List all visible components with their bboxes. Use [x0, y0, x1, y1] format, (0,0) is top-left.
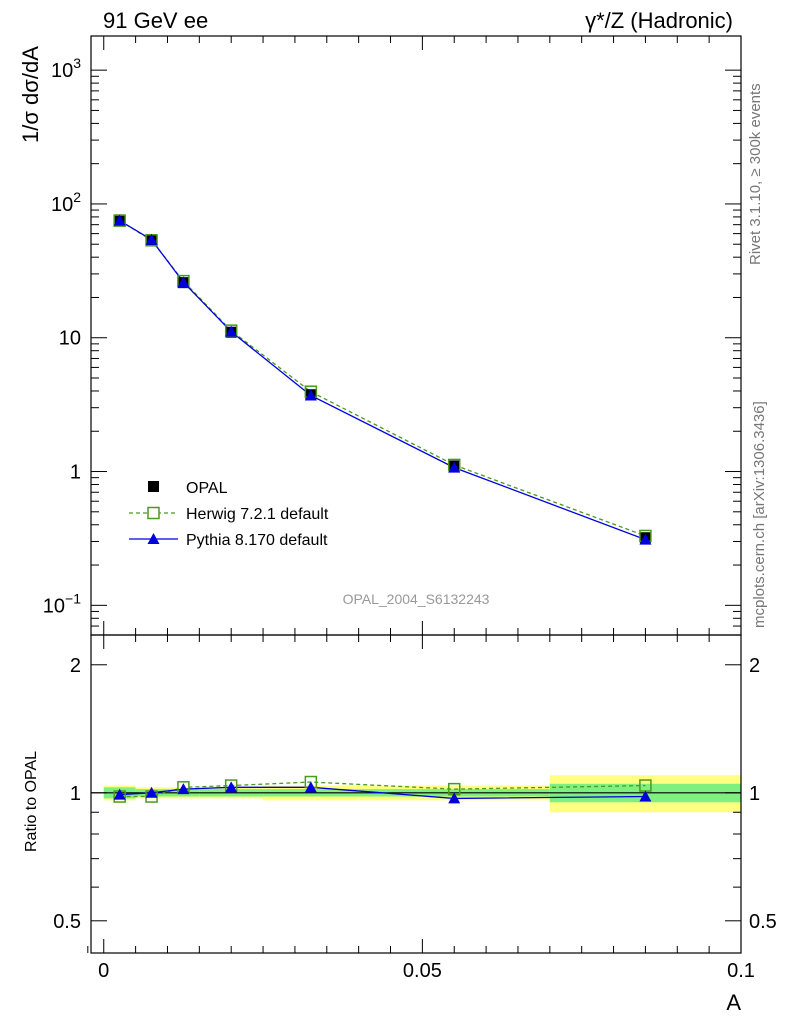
ratio-pythia-point — [639, 790, 652, 802]
tick-labels: 10−1 1 10 102 103 0.5 0.5 1 1 2 2 0 0.05 0.1 — [43, 55, 777, 982]
legend-herwig-marker — [147, 506, 160, 520]
pythia-point — [448, 461, 461, 473]
ratio-pythia-point — [145, 786, 158, 798]
ratio-pythia-point — [225, 781, 238, 793]
ratio-pythia-point — [177, 783, 190, 795]
ratio-pythia-point — [113, 788, 126, 800]
analysis-id: OPAL_2004_S6132243 — [343, 591, 490, 607]
legend-pythia-marker — [147, 533, 160, 544]
ratio-pythia-point — [448, 792, 461, 804]
pythia-point — [177, 276, 190, 288]
ratio-pythia-point — [304, 781, 317, 793]
pythia-point — [145, 233, 158, 245]
pythia-point — [113, 214, 126, 226]
legend-pythia-label: Pythia 8.170 default — [186, 532, 328, 549]
pythia-point — [225, 325, 238, 337]
x-tick-label: 0 — [98, 960, 109, 982]
main-y-tick-label: 10 — [59, 328, 81, 350]
ratio-panel-frame — [90, 634, 742, 954]
x-tick-label: 0.05 — [403, 960, 442, 982]
header-left: 91 GeV ee — [103, 8, 208, 33]
legend-opal-label: OPAL — [186, 480, 228, 497]
axis-ticks — [87, 36, 742, 953]
mcplots-label: mcplots.cern.ch [arXiv:1306.3436] — [751, 401, 768, 628]
legend: OPAL Herwig 7.2.1 default Pythia 8.170 d… — [129, 480, 329, 549]
ratio-y-tick-label-left: 2 — [70, 655, 81, 677]
ratio-y-tick-label-left: 0.5 — [53, 911, 81, 933]
ratio-y-tick-label-right: 0.5 — [749, 911, 777, 933]
x-tick-label: 0.1 — [727, 960, 755, 982]
main-y-tick-label: 102 — [51, 189, 81, 216]
rivet-label: Rivet 3.1.10, ≥ 300k events — [747, 83, 764, 265]
main-y-axis-title: 1/σ dσ/dA — [18, 46, 43, 143]
pythia-point — [304, 389, 317, 401]
ratio-panel-marks — [113, 775, 652, 804]
main-y-tick-label: 1 — [70, 462, 81, 484]
header-right: γ*/Z (Hadronic) — [585, 8, 733, 33]
x-axis-title: A — [726, 990, 741, 1015]
ratio-y-tick-label-right: 2 — [749, 655, 760, 677]
ratio-y-tick-label-right: 1 — [749, 783, 760, 805]
main-y-tick-label: 103 — [51, 55, 81, 82]
main-panel-marks — [113, 214, 652, 545]
legend-herwig-label: Herwig 7.2.1 default — [186, 506, 329, 523]
ratio-y-axis-title: Ratio to OPAL — [23, 751, 40, 852]
legend-opal-marker — [148, 481, 159, 492]
pythia-point — [639, 533, 652, 545]
ratio-y-tick-label-left: 1 — [70, 783, 81, 805]
main-y-tick-label: 10−1 — [43, 590, 81, 617]
